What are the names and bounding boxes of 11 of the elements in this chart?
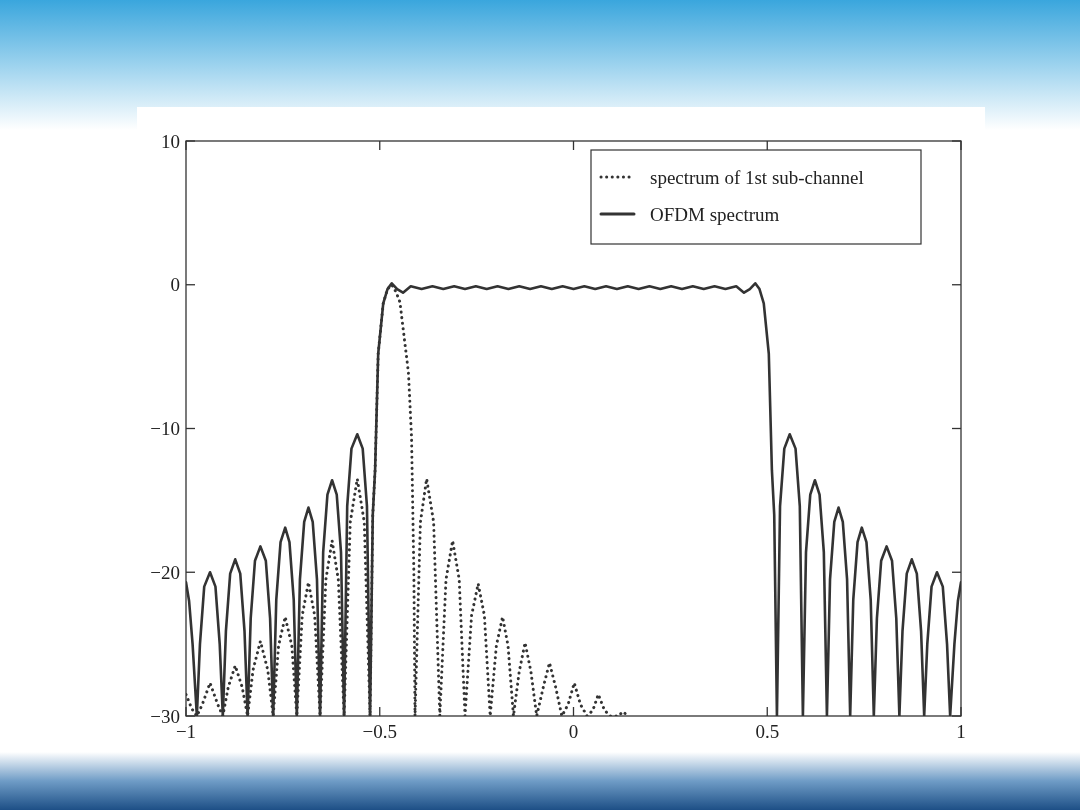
x-tick-label: 0 — [568, 721, 579, 742]
y-tick-label: −30 — [150, 705, 180, 727]
y-tick-label: 10 — [161, 130, 180, 152]
x-tick-label: 1 — [956, 721, 966, 742]
x-tick-label: −0.5 — [362, 721, 397, 742]
y-tick-label: 0 — [170, 274, 180, 296]
legend-label: spectrum of 1st sub-channel — [650, 166, 864, 188]
x-tick-label: 0.5 — [755, 721, 780, 742]
legend-label: OFDM spectrum — [650, 203, 780, 225]
y-tick-label: −20 — [150, 561, 180, 583]
y-tick-label: −10 — [150, 418, 180, 440]
